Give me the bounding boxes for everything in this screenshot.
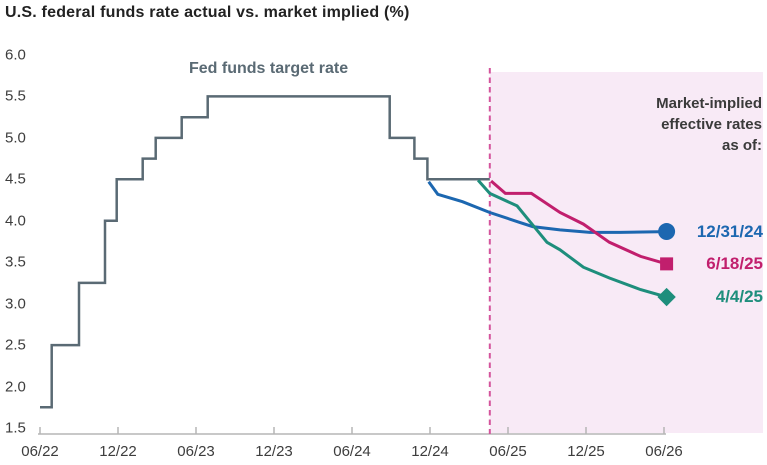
series-marker-diamond [657,287,676,307]
y-tick-label: 2.0 [5,378,26,396]
series-line-2 [490,179,668,266]
y-tick-label: 4.0 [5,212,26,230]
series-end-label: 12/31/24 [696,221,763,241]
forecast-region [489,72,763,433]
y-tick-label: 4.5 [5,170,26,188]
y-tick-label: 6.0 [5,46,26,64]
series-end-label: 4/4/25 [715,287,763,307]
y-tick-label: 5.0 [5,129,26,147]
market-implied-heading: Market-implied effective rates as of: [656,95,762,154]
x-tick-label: 12/24 [411,443,449,460]
x-tick-label: 12/23 [255,443,293,460]
series-marker-circle [658,223,676,241]
y-tick-label: 2.5 [5,336,26,354]
series-line-1 [427,180,667,234]
x-tick-label: 06/26 [645,443,683,460]
fed-funds-target-rate-label: Fed funds target rate [189,60,349,77]
y-tick-label: 5.5 [5,87,26,105]
y-tick-label: 3.5 [5,253,26,271]
x-tick-label: 06/22 [21,443,59,460]
x-tick-label: 06/25 [489,443,527,460]
series-end-label: 6/18/25 [706,253,763,273]
x-tick-label: 06/24 [333,443,371,460]
x-tick-label: 12/25 [567,443,605,460]
chart-title: U.S. federal funds rate actual vs. marke… [5,4,410,21]
x-tick-label: 06/23 [177,443,215,460]
series-line-0 [40,95,490,409]
y-tick-label: 1.5 [5,419,26,437]
series-line-3 [476,179,668,299]
y-tick-label: 3.0 [5,295,26,313]
series-marker-square [660,257,674,271]
x-tick-label: 12/22 [99,443,137,460]
